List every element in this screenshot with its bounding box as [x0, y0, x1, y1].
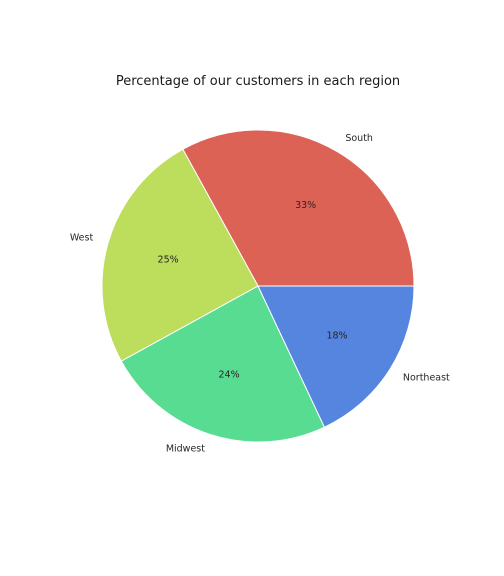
pie-category-label-midwest: Midwest [166, 444, 205, 455]
pie-category-label-south: South [345, 133, 373, 144]
pie-slices [101, 129, 415, 443]
pie-category-label-northeast: Northeast [403, 372, 450, 383]
pie-slice-midwest [120, 285, 326, 443]
pie-percent-label-south: 33% [295, 200, 316, 211]
chart-title: Percentage of our customers in each regi… [116, 74, 400, 89]
pie-slice-west [101, 148, 259, 362]
pie-labels: 33% South 25% West 24% Midwest 18% Northeast [70, 133, 450, 455]
pie-slice-northeast [257, 285, 415, 428]
pie-category-label-west: West [70, 233, 94, 244]
pie-percent-label-midwest: 24% [219, 370, 240, 381]
pie-percent-label-west: 25% [158, 254, 179, 265]
pie-slice-south [182, 129, 415, 287]
pie-percent-label-northeast: 18% [326, 331, 347, 342]
